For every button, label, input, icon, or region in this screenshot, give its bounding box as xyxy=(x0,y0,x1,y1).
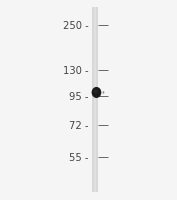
Ellipse shape xyxy=(103,92,104,94)
Text: 95 -: 95 - xyxy=(69,92,88,102)
Text: 55 -: 55 - xyxy=(69,152,88,162)
Text: 130 -: 130 - xyxy=(63,66,88,76)
Ellipse shape xyxy=(92,87,101,98)
Text: 72 -: 72 - xyxy=(69,120,88,130)
Ellipse shape xyxy=(93,90,98,94)
Bar xyxy=(92,8,98,192)
Text: 250 -: 250 - xyxy=(63,21,88,31)
Bar xyxy=(94,8,96,192)
